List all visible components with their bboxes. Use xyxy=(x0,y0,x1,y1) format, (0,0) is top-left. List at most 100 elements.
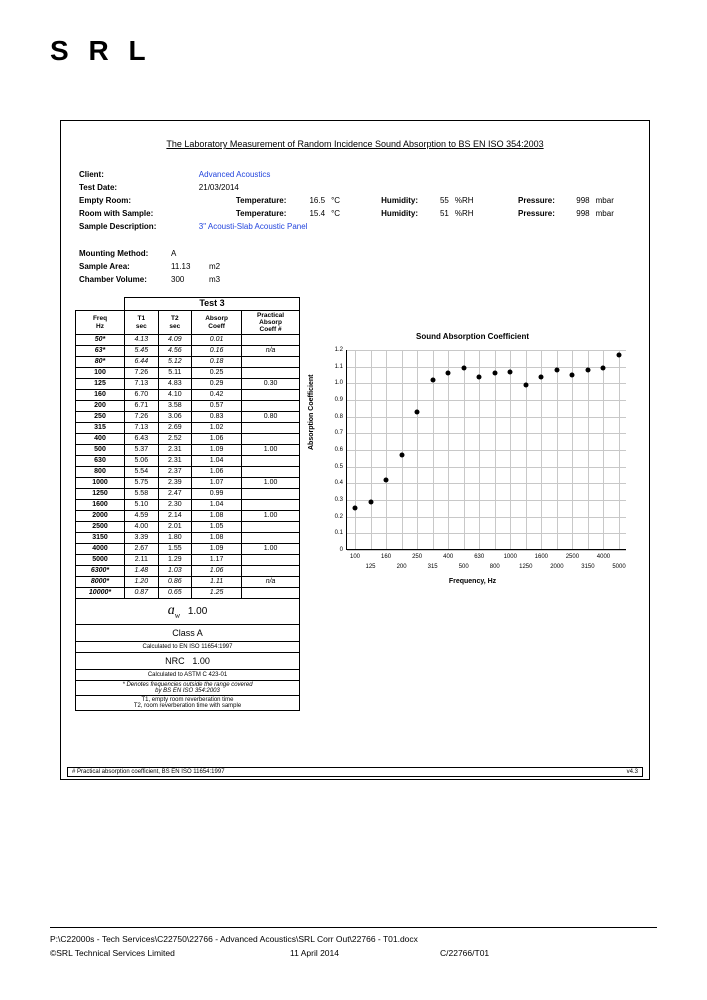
table-cell: 1.02 xyxy=(192,423,242,434)
table-cell: 1.00 xyxy=(242,445,300,456)
table-cell: 2.01 xyxy=(158,522,192,533)
calc2: Calculated to ASTM C 423-01 xyxy=(76,670,299,680)
table-cell: 2.30 xyxy=(158,500,192,511)
table-cell: 3.39 xyxy=(125,533,159,544)
table-cell xyxy=(242,555,300,566)
table-cell: 2.37 xyxy=(158,467,192,478)
table-cell: 7.13 xyxy=(125,423,159,434)
mounting-table: Mounting Method: A Sample Area: 11.13 m2… xyxy=(75,246,635,287)
table-cell: 1.03 xyxy=(158,566,192,577)
data-point xyxy=(384,478,389,483)
table-row: 10005.752.391.071.00 xyxy=(76,478,300,489)
table-cell: 0.18 xyxy=(192,357,242,368)
area-value: 11.13 xyxy=(169,261,205,272)
data-point xyxy=(508,369,513,374)
table-cell: 5.75 xyxy=(125,478,159,489)
table-cell: 1.09 xyxy=(192,445,242,456)
report-title: The Laboratory Measurement of Random Inc… xyxy=(75,139,635,149)
table-cell xyxy=(242,522,300,533)
ytick: 0.8 xyxy=(325,414,343,420)
table-cell: 5.45 xyxy=(125,346,159,357)
logo: S R L xyxy=(50,35,152,67)
page-footer: P:\C22000s - Tech Services\C22750\22766 … xyxy=(50,927,657,958)
unit-mbar2: mbar xyxy=(594,208,633,219)
client-label: Client: xyxy=(77,169,195,180)
table-cell xyxy=(242,500,300,511)
data-point xyxy=(554,368,559,373)
data-point xyxy=(492,371,497,376)
table-cell: 2.31 xyxy=(158,445,192,456)
desc-value: 3" Acousti-Slab Acoustic Panel xyxy=(197,221,633,232)
nrc-value: 1.00 xyxy=(192,656,210,666)
hdr-freq: FreqHz xyxy=(76,310,125,334)
table-cell xyxy=(242,357,300,368)
nrc-label: NRC xyxy=(165,656,185,666)
report-box: The Laboratory Measurement of Random Inc… xyxy=(60,120,650,780)
temp-label2: Temperature: xyxy=(197,208,289,219)
table-cell: 0.16 xyxy=(192,346,242,357)
footer-ref: C/22766/T01 xyxy=(440,948,489,958)
empty-temp: 16.5 xyxy=(290,195,327,206)
table-cell xyxy=(242,434,300,445)
footer-company: ©SRL Technical Services Limited xyxy=(50,948,290,958)
aw-symbol: ɑw xyxy=(168,603,180,618)
table-cell: 6.71 xyxy=(125,401,159,412)
xtick: 4000 xyxy=(591,554,615,560)
testdate-label: Test Date: xyxy=(77,182,195,193)
table-cell: 1250 xyxy=(76,489,125,500)
xtick: 500 xyxy=(452,564,476,570)
table-cell: 2500 xyxy=(76,522,125,533)
xtick: 630 xyxy=(467,554,491,560)
table-row: 2507.263.060.830.80 xyxy=(76,412,300,423)
table-cell: 1000 xyxy=(76,478,125,489)
table-cell: 6.44 xyxy=(125,357,159,368)
sample-temp: 15.4 xyxy=(290,208,327,219)
hdr-abs: AbsorpCoeff xyxy=(192,310,242,334)
table-cell xyxy=(242,467,300,478)
data-point xyxy=(430,378,435,383)
table-cell: 5.11 xyxy=(158,368,192,379)
empty-hum: 55 xyxy=(422,195,451,206)
mount-label: Mounting Method: xyxy=(77,248,167,259)
table-cell: 1.09 xyxy=(192,544,242,555)
table-cell: 800 xyxy=(76,467,125,478)
table-cell: 0.65 xyxy=(158,588,192,599)
bottom-bar: # Practical absorption coefficient, BS E… xyxy=(67,767,643,777)
table-cell: 4.56 xyxy=(158,346,192,357)
table-row: 3157.132.691.02 xyxy=(76,423,300,434)
hdr-t1: T1sec xyxy=(125,310,159,334)
table-cell: 0.01 xyxy=(192,335,242,346)
table-cell: 200 xyxy=(76,401,125,412)
xtick: 1600 xyxy=(529,554,553,560)
table-cell: 500 xyxy=(76,445,125,456)
table-row: 8000*1.200.861.11n/a xyxy=(76,577,300,588)
table-cell: 5.12 xyxy=(158,357,192,368)
chart: Sound Absorption Coefficient Absorption … xyxy=(310,332,635,612)
ytick: 1.2 xyxy=(325,347,343,353)
ytick: 0.2 xyxy=(325,514,343,520)
table-cell: 5.10 xyxy=(125,500,159,511)
table-cell: 1.00 xyxy=(242,511,300,522)
table-cell: 1.06 xyxy=(192,434,242,445)
table-cell: n/a xyxy=(242,577,300,588)
xtick: 250 xyxy=(405,554,429,560)
table-cell: 2.47 xyxy=(158,489,192,500)
xtick: 3150 xyxy=(576,564,600,570)
table-cell xyxy=(242,588,300,599)
table-row: 10000*0.870.651.25 xyxy=(76,588,300,599)
table-cell: 1.06 xyxy=(192,566,242,577)
ytick: 0.7 xyxy=(325,430,343,436)
table-cell: 0.42 xyxy=(192,390,242,401)
table-cell: 10000* xyxy=(76,588,125,599)
data-point xyxy=(461,366,466,371)
table-cell: 1.29 xyxy=(158,555,192,566)
meta-table: Client: Advanced Acoustics Test Date: 21… xyxy=(75,167,635,234)
xtick: 400 xyxy=(436,554,460,560)
table-row: 4006.432.521.06 xyxy=(76,434,300,445)
table-cell xyxy=(242,401,300,412)
desc-label: Sample Description: xyxy=(77,221,195,232)
table-cell: 2.39 xyxy=(158,478,192,489)
table-cell: 0.57 xyxy=(192,401,242,412)
table-cell: 1.17 xyxy=(192,555,242,566)
table-cell: 1.05 xyxy=(192,522,242,533)
